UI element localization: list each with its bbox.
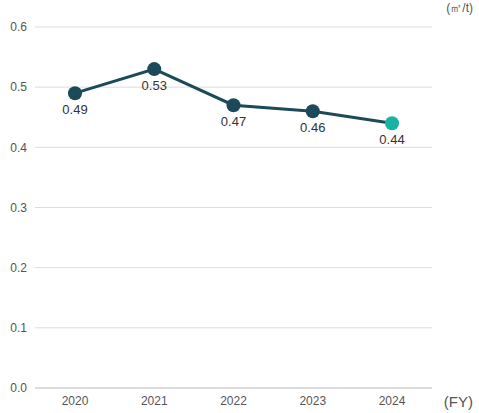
svg-text:0.1: 0.1 xyxy=(10,321,27,335)
svg-text:0.5: 0.5 xyxy=(10,80,27,94)
svg-text:2020: 2020 xyxy=(62,394,89,408)
svg-text:0.53: 0.53 xyxy=(142,78,167,93)
svg-text:0.4: 0.4 xyxy=(10,141,27,155)
svg-text:0.0: 0.0 xyxy=(10,381,27,395)
html-text:(㎥/t): (㎥/t) xyxy=(446,1,473,15)
svg-text:2023: 2023 xyxy=(299,394,326,408)
svg-text:0.49: 0.49 xyxy=(62,102,87,117)
svg-text:0.46: 0.46 xyxy=(300,120,325,135)
html-text:(FY): (FY) xyxy=(443,393,473,410)
svg-text:0.47: 0.47 xyxy=(221,114,246,129)
svg-text:0.44: 0.44 xyxy=(379,132,404,147)
svg-text:2021: 2021 xyxy=(141,394,168,408)
svg-text:0.6: 0.6 xyxy=(10,20,27,34)
svg-text:0.3: 0.3 xyxy=(10,201,27,215)
svg-text:2022: 2022 xyxy=(220,394,247,408)
svg-text:0.2: 0.2 xyxy=(10,261,27,275)
svg-text:2024: 2024 xyxy=(379,394,406,408)
